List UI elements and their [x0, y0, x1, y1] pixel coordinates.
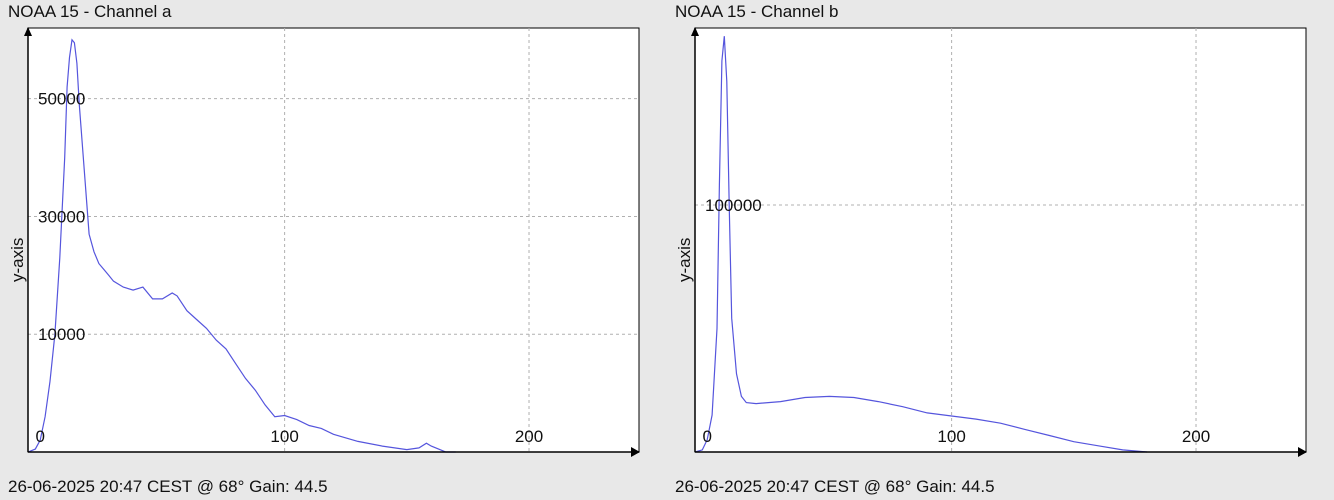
- plot-area: 0 100 200 100000: [691, 27, 1307, 457]
- y-tick-label: 30000: [38, 207, 85, 226]
- x-tick-label: 0: [35, 427, 44, 446]
- y-axis-arrow: [24, 27, 32, 36]
- x-tick-label: 100: [937, 427, 965, 446]
- x-tick-label: 100: [270, 427, 298, 446]
- chart-title: NOAA 15 - Channel b: [675, 2, 839, 21]
- series-line: [27, 38, 456, 453]
- plot-background: [694, 27, 1307, 453]
- chart-footer: 26-06-2025 20:47 CEST @ 68° Gain: 44.5: [675, 477, 995, 496]
- y-axis-arrow: [691, 27, 699, 36]
- plot-area: 0 100 200 10000 30000 50000: [24, 27, 640, 457]
- chart-footer: 26-06-2025 20:47 CEST @ 68° Gain: 44.5: [8, 477, 328, 496]
- chart-panel-a: NOAA 15 - Channel a y-axis 0 100 200 10000 3…: [8, 2, 640, 496]
- plot-background: [27, 27, 640, 453]
- x-tick-label: 200: [515, 427, 543, 446]
- x-axis-arrow: [631, 447, 640, 457]
- chart-title: NOAA 15 - Channel a: [8, 2, 172, 21]
- y-tick-label: 10000: [38, 325, 85, 344]
- x-axis-arrow: [1298, 447, 1307, 457]
- series-line: [694, 36, 1148, 453]
- y-tick-label: 100000: [705, 196, 762, 215]
- y-tick-label: 50000: [38, 90, 85, 109]
- chart-panel-b: NOAA 15 - Channel b y-axis 0 100 200 100000…: [667, 0, 1334, 500]
- x-tick-label: 200: [1182, 427, 1210, 446]
- x-tick-label: 0: [702, 427, 711, 446]
